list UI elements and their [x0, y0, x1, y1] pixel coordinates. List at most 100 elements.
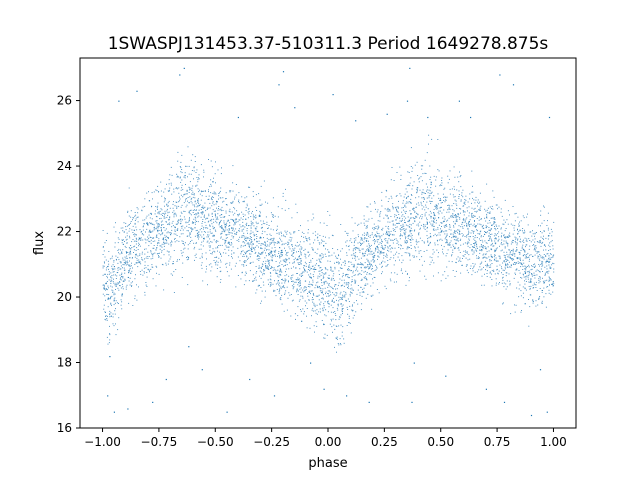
- data-point: [318, 294, 320, 296]
- data-point: [213, 250, 215, 252]
- data-point: [231, 228, 233, 229]
- data-point: [286, 309, 288, 311]
- data-point: [365, 285, 367, 286]
- data-point: [489, 272, 491, 274]
- data-point: [333, 273, 335, 275]
- data-point: [110, 285, 112, 287]
- data-point: [514, 253, 516, 255]
- data-point: [184, 193, 186, 195]
- data-point: [423, 206, 425, 208]
- data-point: [271, 220, 272, 222]
- data-point: [296, 245, 298, 247]
- data-point: [115, 300, 117, 302]
- data-point: [124, 245, 126, 247]
- data-point: [184, 175, 186, 177]
- data-point: [534, 277, 536, 279]
- data-point: [296, 290, 298, 292]
- data-point: [232, 190, 234, 192]
- data-point: [202, 208, 204, 210]
- data-point: [180, 189, 182, 191]
- data-point: [254, 249, 256, 251]
- data-point: [132, 232, 134, 233]
- data-point: [278, 274, 280, 276]
- data-point: [406, 201, 408, 203]
- data-point: [381, 252, 382, 254]
- data-point: [351, 289, 353, 291]
- data-point: [170, 182, 172, 184]
- data-point: [118, 282, 120, 284]
- data-point: [176, 207, 178, 209]
- data-point: [304, 289, 306, 291]
- data-point: [119, 285, 121, 286]
- data-point: [454, 247, 456, 249]
- data-point: [433, 251, 435, 253]
- data-point: [158, 213, 160, 215]
- data-point: [260, 247, 261, 249]
- data-point: [458, 197, 460, 199]
- data-point: [182, 229, 184, 231]
- data-point: [279, 247, 280, 248]
- data-point: [471, 170, 473, 172]
- data-point: [348, 282, 350, 284]
- data-point: [367, 248, 369, 250]
- data-point: [108, 271, 110, 273]
- data-point: [303, 268, 305, 270]
- data-point: [345, 282, 347, 284]
- data-point: [323, 282, 325, 284]
- data-point: [320, 311, 321, 313]
- data-point: [513, 277, 515, 279]
- data-point: [538, 251, 540, 253]
- data-point: [230, 190, 232, 192]
- data-point: [225, 234, 227, 236]
- data-point: [258, 240, 260, 242]
- data-point: [516, 268, 518, 270]
- data-point: [202, 212, 204, 214]
- data-point: [119, 281, 121, 283]
- data-point: [265, 266, 266, 268]
- data-point: [407, 195, 409, 197]
- data-point: [290, 239, 292, 241]
- data-point: [416, 188, 418, 190]
- data-point: [423, 242, 425, 244]
- data-point: [519, 262, 521, 264]
- data-point: [409, 182, 411, 184]
- data-point: [485, 232, 487, 233]
- data-point: [319, 222, 321, 224]
- data-point: [191, 197, 193, 199]
- data-point: [471, 202, 472, 204]
- data-point: [195, 213, 197, 215]
- data-point: [299, 262, 301, 263]
- data-point: [334, 328, 336, 330]
- data-point: [541, 262, 543, 264]
- data-point: [461, 222, 463, 224]
- data-point: [322, 254, 324, 256]
- data-point: [462, 205, 464, 207]
- data-point: [394, 229, 396, 231]
- data-point: [443, 231, 445, 233]
- data-point: [406, 248, 408, 250]
- data-point: [134, 222, 136, 224]
- data-point: [346, 282, 348, 284]
- data-point: [217, 218, 219, 220]
- data-point: [494, 240, 496, 242]
- data-point: [509, 256, 511, 258]
- data-point: [406, 240, 408, 242]
- data-point: [130, 216, 132, 218]
- data-point: [534, 247, 536, 249]
- data-point: [176, 223, 178, 225]
- data-point: [315, 321, 317, 323]
- data-point: [354, 281, 356, 283]
- data-point: [541, 260, 543, 262]
- data-point: [498, 255, 500, 257]
- data-point: [277, 266, 279, 268]
- data-point: [394, 216, 396, 218]
- data-point: [321, 269, 323, 270]
- data-point: [278, 253, 280, 254]
- data-point: [253, 233, 255, 235]
- data-point: [205, 218, 207, 220]
- data-point: [410, 230, 411, 232]
- data-point: [548, 270, 550, 272]
- data-point: [405, 241, 407, 243]
- data-point: [367, 283, 369, 285]
- data-point: [416, 190, 418, 192]
